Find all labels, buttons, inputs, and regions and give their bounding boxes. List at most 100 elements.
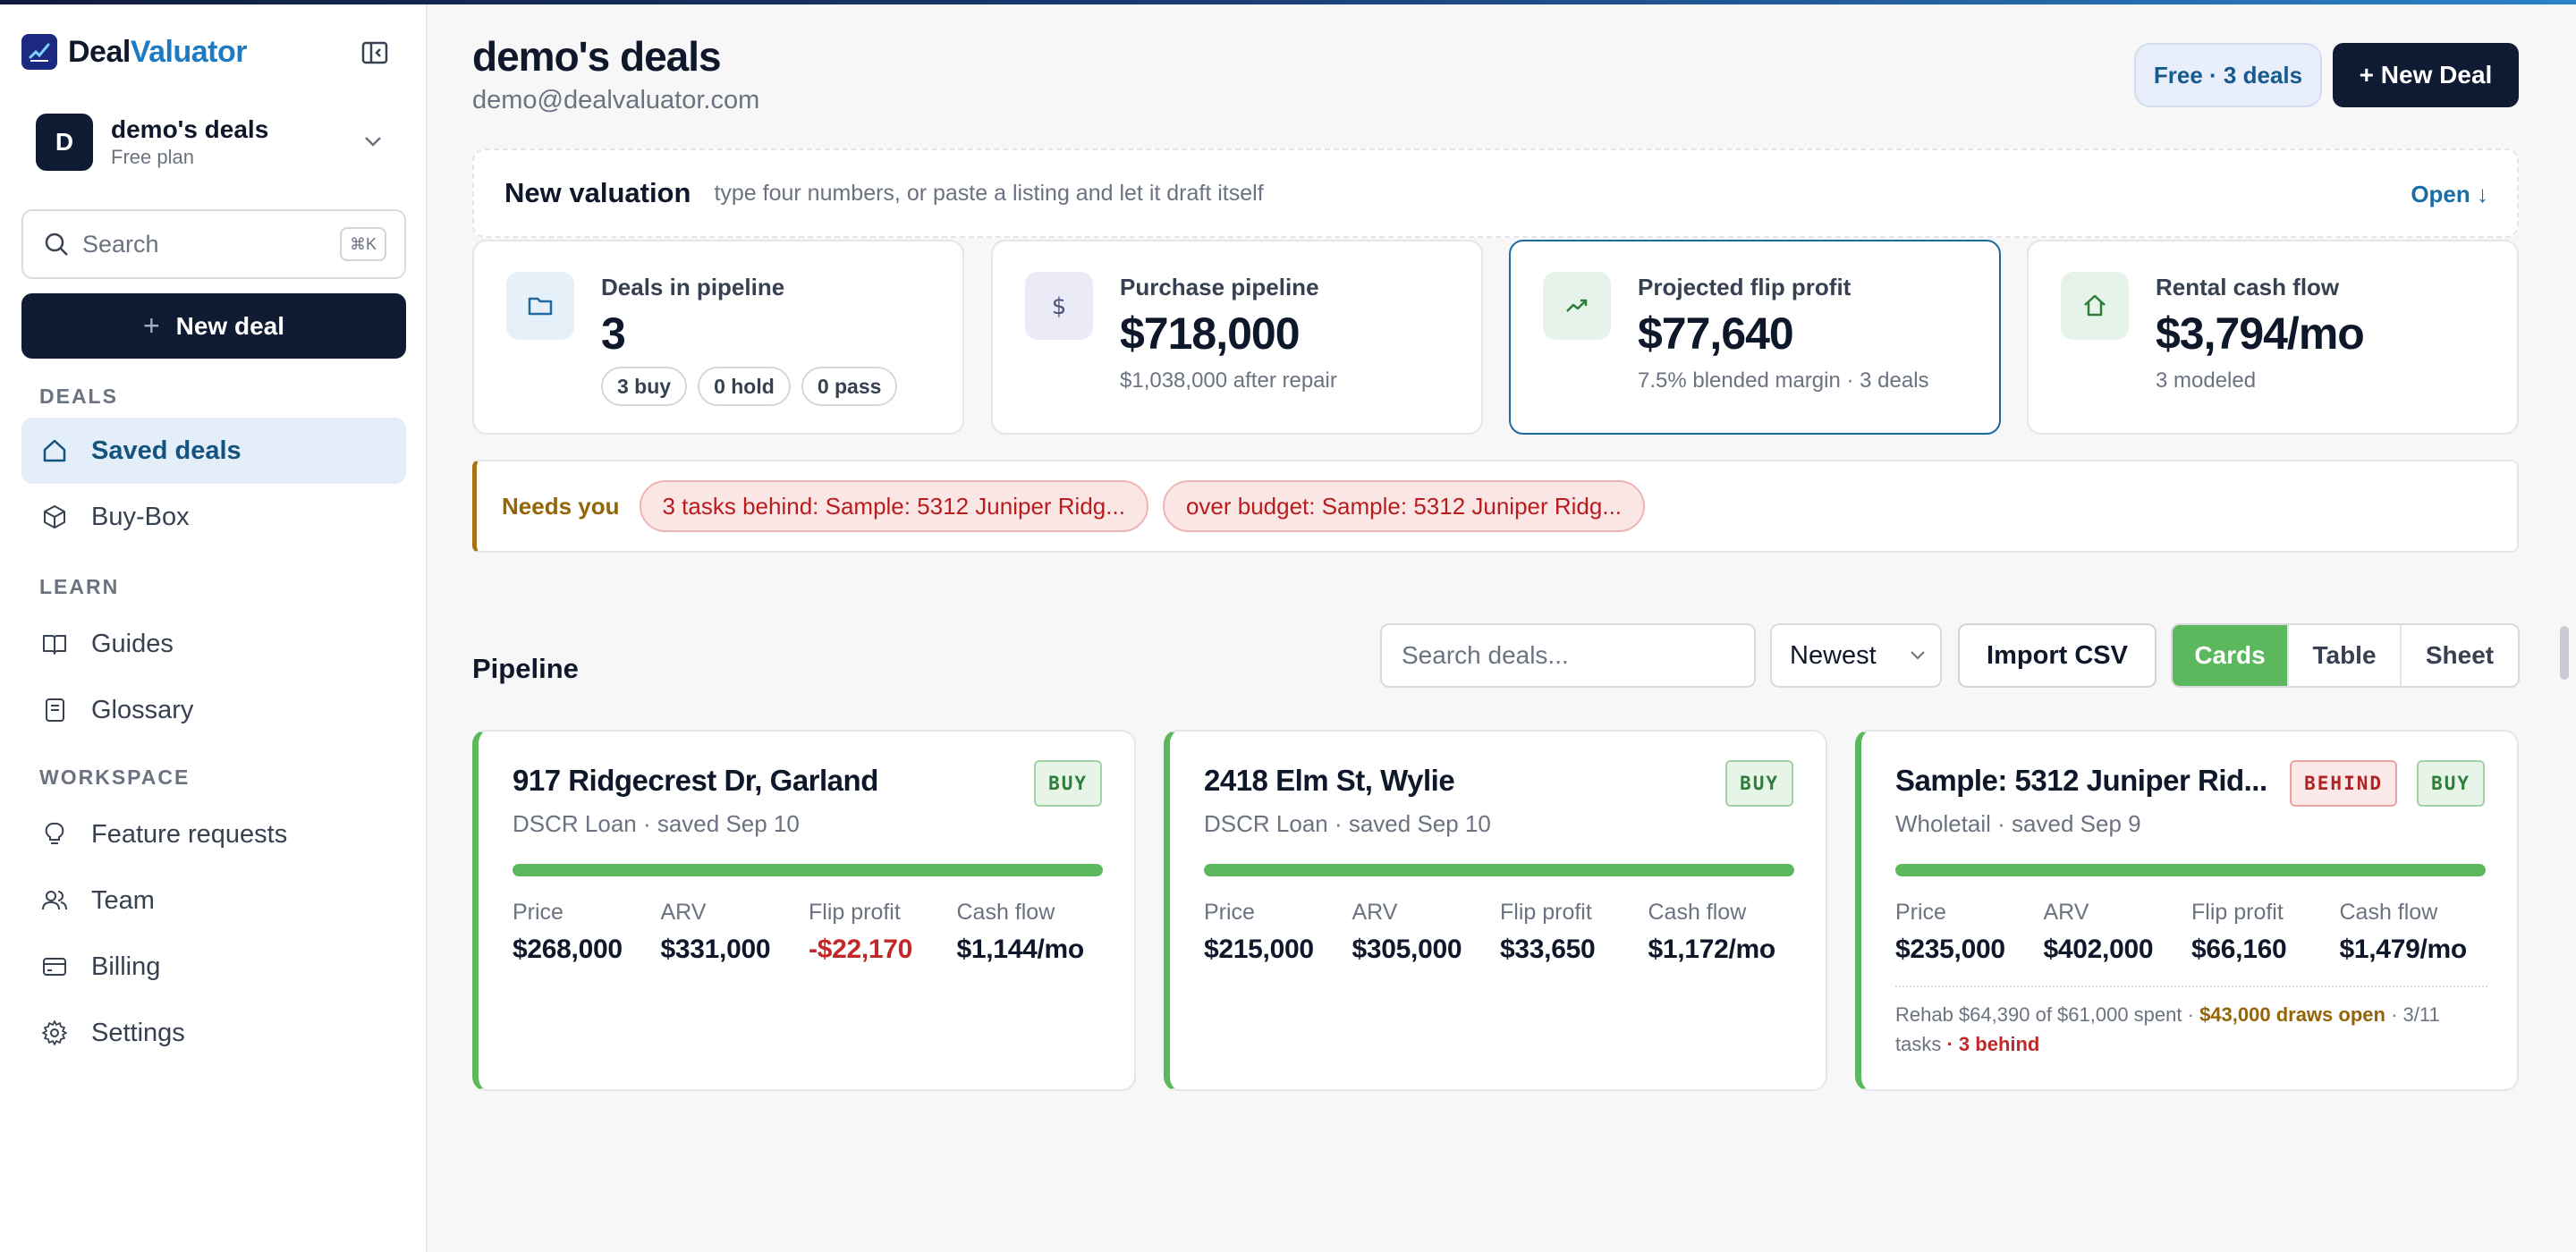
valuation-hint: type four numbers, or paste a listing an… bbox=[714, 180, 1264, 206]
buy-count-chip[interactable]: 3 buy bbox=[601, 367, 688, 406]
deal-card[interactable]: 917 Ridgecrest Dr, Garland DSCR Loan · s… bbox=[472, 730, 1136, 1091]
plus-icon: + bbox=[142, 309, 160, 342]
deal-subtitle: DSCR Loan · saved Sep 10 bbox=[1204, 810, 1491, 837]
metric-label: Price bbox=[513, 900, 564, 925]
stat-label: Deals in pipeline bbox=[601, 274, 785, 300]
search-placeholder: Search bbox=[82, 230, 159, 258]
rehab-tasks: · 3/11 tasks bbox=[1895, 1003, 2440, 1055]
deal-title: 917 Ridgecrest Dr, Garland bbox=[513, 764, 878, 797]
home-icon bbox=[43, 439, 66, 462]
stat-card-deals: Deals in pipeline 3 3 buy 0 hold 0 pass bbox=[472, 240, 964, 435]
deal-subtitle: DSCR Loan · saved Sep 10 bbox=[513, 810, 800, 837]
credit-card-icon bbox=[43, 958, 66, 976]
flip-profit-value: $33,650 bbox=[1500, 935, 1596, 964]
pipeline-title: Pipeline bbox=[472, 653, 579, 684]
box-icon bbox=[44, 505, 65, 529]
alert-tasks-behind[interactable]: 3 tasks behind: Sample: 5312 Juniper Rid… bbox=[639, 480, 1148, 532]
sort-value: Newest bbox=[1790, 640, 1877, 670]
stat-label: Rental cash flow bbox=[2156, 274, 2340, 300]
valuation-title: New valuation bbox=[504, 177, 691, 208]
view-toggle: Cards Table Sheet bbox=[2171, 623, 2520, 688]
chevron-down-icon bbox=[365, 137, 381, 147]
sidebar: DealValuator D demo's deals Free plan Se… bbox=[0, 4, 428, 1252]
search-icon bbox=[45, 233, 68, 256]
metric-label: Flip profit bbox=[809, 900, 901, 925]
sidebar-search[interactable]: Search ⌘K bbox=[21, 209, 406, 279]
trending-up-icon bbox=[1543, 272, 1611, 340]
workspace-avatar: D bbox=[36, 114, 93, 171]
logo-mark-icon bbox=[21, 34, 57, 70]
deal-progress-bar bbox=[1895, 864, 2486, 876]
svg-text:$: $ bbox=[1052, 293, 1067, 320]
deal-progress-bar bbox=[513, 864, 1103, 876]
sidebar-item-settings[interactable]: Settings bbox=[21, 1000, 406, 1066]
new-deal-button[interactable]: + New Deal bbox=[2333, 43, 2519, 107]
sidebar-item-billing[interactable]: Billing bbox=[21, 934, 406, 1000]
metric-label: Cash flow bbox=[956, 900, 1055, 925]
account-email: demo@dealvaluator.com bbox=[472, 86, 760, 114]
deal-search-input[interactable]: Search deals... bbox=[1380, 623, 1756, 688]
dollar-icon: $ bbox=[1025, 272, 1093, 340]
view-table-tab[interactable]: Table bbox=[2289, 625, 2402, 686]
new-valuation-panel[interactable]: New valuation type four numbers, or past… bbox=[472, 148, 2519, 238]
workspace-plan: Free plan bbox=[111, 146, 194, 168]
notebook-icon bbox=[46, 698, 64, 722]
metric-label: ARV bbox=[660, 900, 707, 925]
rehab-spent: Rehab $64,390 of $61,000 spent · bbox=[1895, 1003, 2194, 1026]
deal-card[interactable]: Sample: 5312 Juniper Rid... Wholetail · … bbox=[1855, 730, 2519, 1091]
draws-open: $43,000 draws open bbox=[2199, 1003, 2385, 1026]
plan-badge[interactable]: Free · 3 deals bbox=[2134, 43, 2322, 107]
sidebar-new-deal-button[interactable]: + New deal bbox=[21, 293, 406, 359]
stat-value: $718,000 bbox=[1120, 309, 1301, 359]
app-logo[interactable]: DealValuator bbox=[21, 34, 248, 70]
tasks-behind: · 3 behind bbox=[1946, 1033, 2040, 1055]
section-label-learn: LEARN bbox=[39, 575, 120, 598]
workspace-switcher[interactable]: D demo's deals Free plan bbox=[36, 114, 402, 171]
flip-profit-value: -$22,170 bbox=[809, 935, 913, 964]
page-scrollbar[interactable] bbox=[2560, 626, 2569, 680]
page-title: demo's deals bbox=[472, 33, 722, 80]
metric-label: Flip profit bbox=[2191, 900, 2284, 925]
flip-profit-value: $66,160 bbox=[2191, 935, 2287, 964]
section-label-deals: DEALS bbox=[39, 385, 118, 408]
sidebar-item-glossary[interactable]: Glossary bbox=[21, 677, 406, 743]
deal-subtitle: Wholetail · saved Sep 9 bbox=[1895, 810, 2141, 837]
price-value: $268,000 bbox=[513, 935, 623, 964]
book-open-icon bbox=[43, 635, 66, 655]
metric-label: Price bbox=[1204, 900, 1255, 925]
sidebar-item-guides[interactable]: Guides bbox=[21, 611, 406, 677]
section-label-workspace: WORKSPACE bbox=[39, 766, 191, 789]
hold-count-chip[interactable]: 0 hold bbox=[698, 367, 791, 406]
deal-card[interactable]: 2418 Elm St, Wylie DSCR Loan · saved Sep… bbox=[1164, 730, 1827, 1091]
stat-sub: 3 modeled bbox=[2156, 368, 2257, 393]
stat-sub: 7.5% blended margin · 3 deals bbox=[1638, 368, 1929, 393]
search-shortcut: ⌘K bbox=[340, 227, 386, 261]
gear-icon bbox=[42, 1020, 67, 1045]
valuation-open-toggle[interactable]: Open ↓ bbox=[2411, 181, 2488, 207]
sidebar-item-team[interactable]: Team bbox=[21, 867, 406, 934]
sidebar-item-buy-box[interactable]: Buy-Box bbox=[21, 484, 406, 550]
cash-flow-value: $1,144/mo bbox=[956, 935, 1085, 964]
sidebar-item-saved-deals[interactable]: Saved deals bbox=[21, 418, 406, 484]
buy-badge: BUY bbox=[1034, 760, 1102, 807]
import-csv-button[interactable]: Import CSV bbox=[1958, 623, 2157, 688]
pass-count-chip[interactable]: 0 pass bbox=[801, 367, 898, 406]
stat-card-rental: Rental cash flow $3,794/mo 3 modeled bbox=[2027, 240, 2519, 435]
needs-you-label: Needs you bbox=[502, 492, 620, 520]
cash-flow-value: $1,479/mo bbox=[2339, 935, 2468, 964]
sort-select[interactable]: Newest bbox=[1770, 623, 1942, 688]
folder-icon bbox=[506, 272, 574, 340]
chevron-down-icon bbox=[1911, 651, 1925, 660]
stat-card-purchase: $ Purchase pipeline $718,000 $1,038,000 … bbox=[991, 240, 1483, 435]
view-cards-tab[interactable]: Cards bbox=[2173, 625, 2289, 686]
behind-badge: BEHIND bbox=[2290, 760, 2397, 807]
needs-you-bar: Needs you 3 tasks behind: Sample: 5312 J… bbox=[472, 460, 2519, 553]
top-accent-line bbox=[0, 0, 2576, 4]
app-name: DealValuator bbox=[68, 34, 248, 69]
sidebar-item-feature-requests[interactable]: Feature requests bbox=[21, 801, 406, 867]
alert-over-budget[interactable]: over budget: Sample: 5312 Juniper Ridg..… bbox=[1162, 480, 1646, 532]
workspace-name: demo's deals bbox=[111, 115, 269, 143]
view-sheet-tab[interactable]: Sheet bbox=[2425, 641, 2495, 669]
collapse-sidebar-icon[interactable] bbox=[361, 40, 388, 65]
buy-badge: BUY bbox=[2417, 760, 2485, 807]
